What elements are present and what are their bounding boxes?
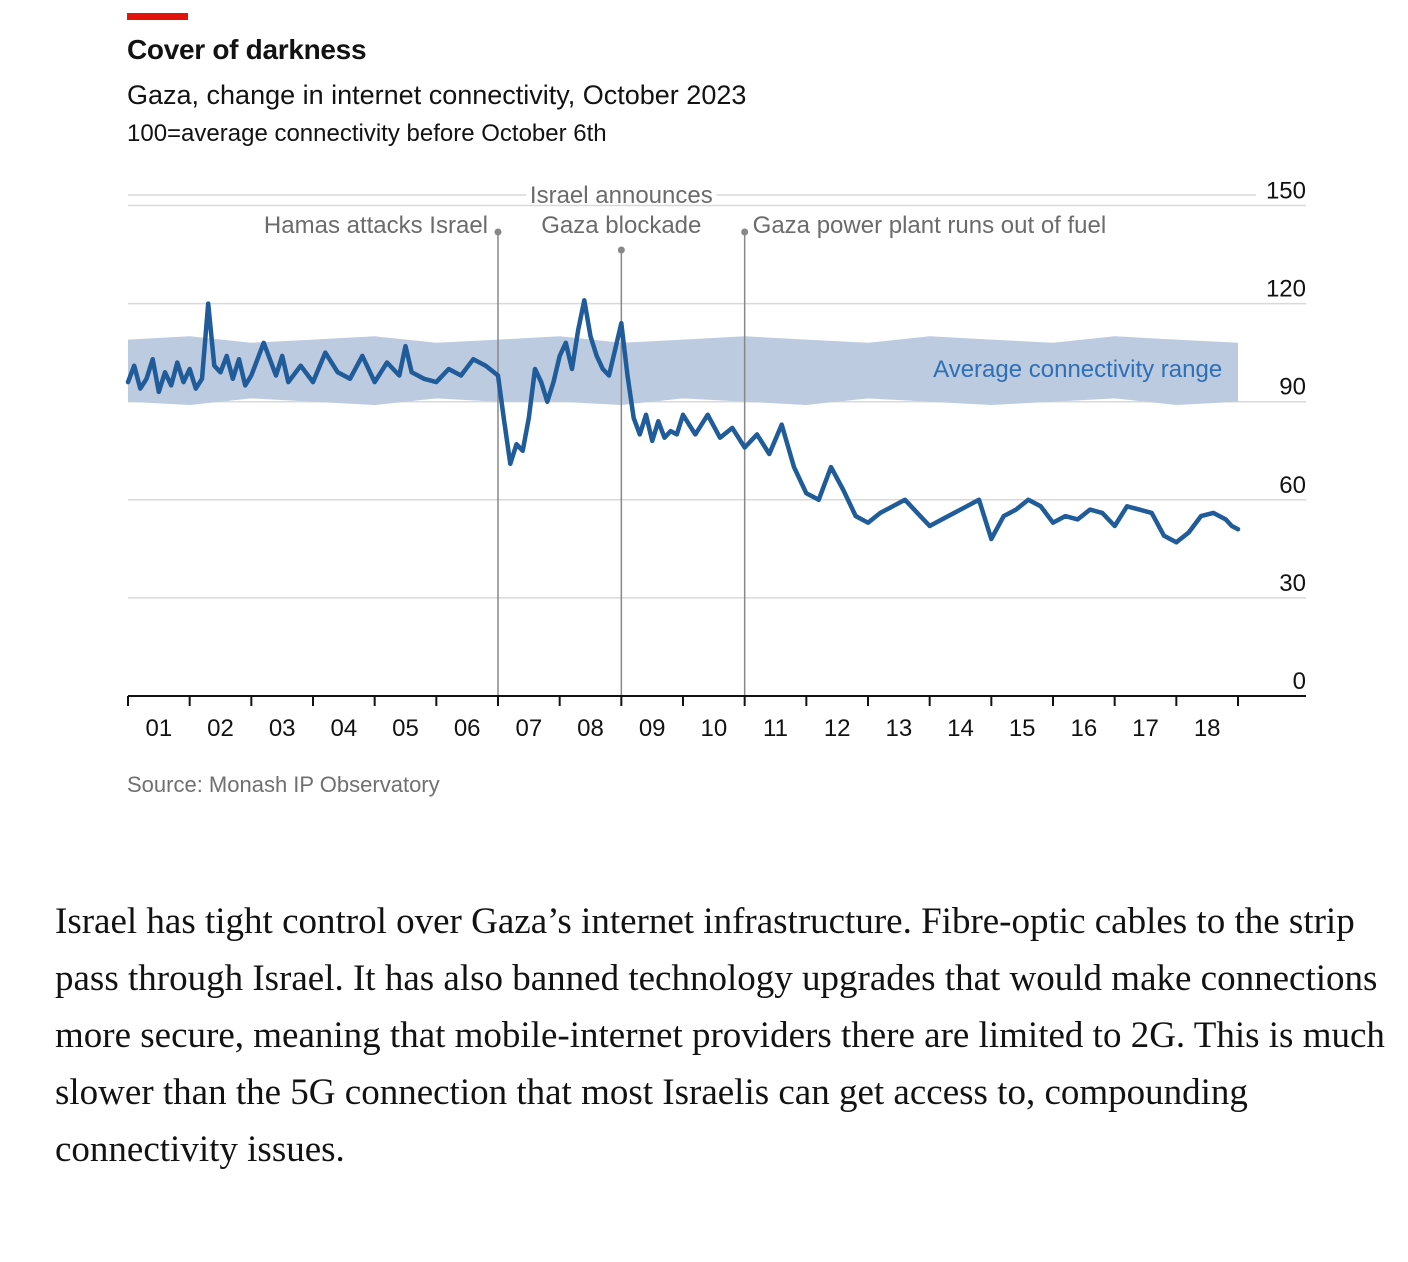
x-tick-label-07: 07: [515, 715, 542, 742]
x-tick-label-12: 12: [824, 715, 851, 742]
y-tick-label-150: 150: [1266, 178, 1306, 205]
grid-layer: [128, 204, 1306, 599]
x-tick-label-17: 17: [1132, 715, 1159, 742]
x-tick-label-16: 16: [1070, 715, 1097, 742]
y-tick-label-30: 30: [1279, 570, 1306, 597]
connectivity-line-chart: Average connectivity range Hamas attacks…: [125, 178, 1306, 742]
x-tick-label-14: 14: [947, 715, 974, 742]
x-tick-label-18: 18: [1194, 715, 1221, 742]
x-tick-label-13: 13: [885, 715, 912, 742]
x-tick-label-15: 15: [1009, 715, 1036, 742]
article-paragraph: Israel has tight control over Gaza’s int…: [55, 901, 1385, 1170]
x-tick-label-10: 10: [700, 715, 727, 742]
x-tick-label-03: 03: [269, 715, 296, 742]
x-tick-label-11: 11: [763, 715, 788, 742]
chart-unit-note: 100=average connectivity before October …: [127, 120, 607, 147]
x-tick-label-04: 04: [330, 715, 357, 742]
annotation-layer: Hamas attacks Israel Israel announces Gaza…: [128, 182, 1256, 696]
chart-subtitle: Gaza, change in internet connectivity, O…: [127, 80, 747, 110]
brand-accent-bar: [127, 13, 188, 20]
source-note: Source: Monash IP Observatory: [127, 772, 440, 797]
series-line-connectivity: [125, 298, 1241, 545]
x-tick-label-05: 05: [392, 715, 419, 742]
y-tick-label-120: 120: [1266, 276, 1306, 303]
chart-title: Cover of darkness: [127, 34, 367, 65]
annotation-3-text: Gaza power plant runs out of fuel: [753, 212, 1107, 239]
axis-layer: 0 30 60 90 120 150 01 02 03 04 05 06 07 08 09 10 11 12 13 1…: [127, 178, 1306, 742]
x-tick-label-02: 02: [207, 715, 234, 742]
annotation-1-dot: [494, 228, 502, 236]
y-tick-label-0: 0: [1293, 668, 1306, 695]
annotation-2-text-line-2: Gaza blockade: [541, 212, 701, 239]
annotation-1-text: Hamas attacks Israel: [264, 212, 488, 239]
band-label: Average connectivity range: [933, 356, 1222, 383]
line-layer: [125, 298, 1241, 545]
x-tick-label-06: 06: [454, 715, 481, 742]
y-tick-label-60: 60: [1279, 472, 1306, 499]
x-tick-label-01: 01: [145, 715, 172, 742]
x-tick-label-09: 09: [639, 715, 666, 742]
x-tick-label-08: 08: [577, 715, 604, 742]
annotation-3-dot: [741, 228, 749, 236]
y-tick-label-90: 90: [1279, 374, 1306, 401]
annotation-2-text-line-1: Israel announces: [530, 182, 713, 209]
annotation-2-dot: [617, 246, 625, 254]
